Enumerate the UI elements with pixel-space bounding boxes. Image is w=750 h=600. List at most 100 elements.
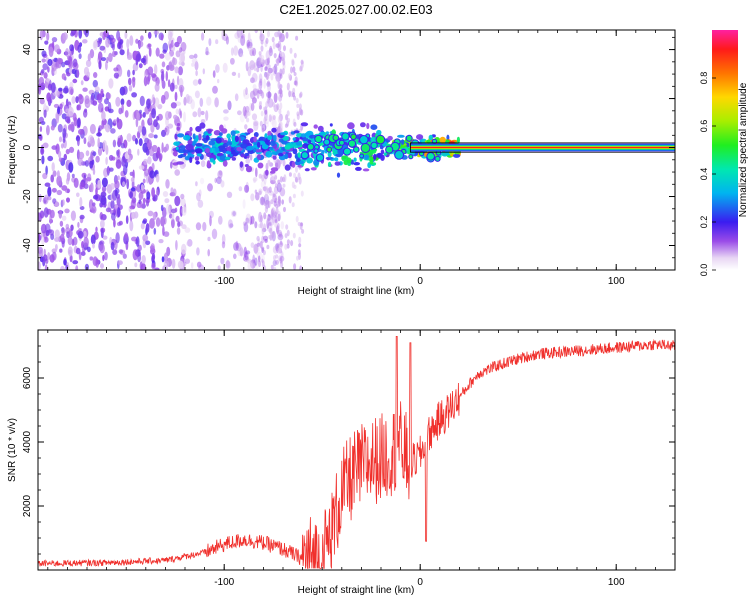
heatmap-cell [283, 174, 287, 183]
heatmap-cell [47, 66, 50, 73]
heatmap-cell [104, 251, 108, 261]
heatmap-cell [173, 114, 178, 120]
heatmap-cell [41, 58, 46, 63]
heatmap-cell [254, 221, 258, 229]
heatmap-cell [187, 239, 193, 247]
heatmap-cell [164, 127, 168, 133]
heatmap-cell [184, 258, 190, 264]
heatmap-cell [359, 153, 365, 159]
heatmap-cell [286, 243, 290, 249]
heatmap-cell [272, 41, 276, 50]
heatmap-cell [130, 177, 135, 183]
heatmap-cell [298, 103, 302, 110]
heatmap-cell [291, 58, 295, 64]
heatmap-cell [151, 187, 156, 198]
heatmap-cell [195, 143, 203, 147]
heatmap-cell [67, 246, 73, 257]
heatmap-cell [180, 193, 185, 200]
heatmap-cell [261, 260, 265, 268]
heatmap-cell [54, 229, 60, 239]
heatmap-cell [238, 186, 243, 192]
x-tick-label: 0 [417, 577, 423, 588]
heatmap-cell [218, 215, 223, 225]
heatmap-cell [373, 153, 377, 160]
heatmap-cell [72, 78, 78, 84]
heatmap-cell [170, 102, 177, 109]
x-tick-label: -100 [214, 276, 234, 287]
colorbar-ticks: 0.0 0.2 0.4 0.6 0.8 [699, 72, 716, 277]
heatmap-cell [82, 87, 88, 92]
heatmap-cell [46, 31, 50, 41]
heatmap-cell [259, 105, 262, 110]
heatmap-cell [298, 236, 302, 244]
heatmap-cell [59, 220, 64, 227]
heatmap-cell [180, 86, 183, 98]
heatmap-cell [254, 192, 260, 201]
heatmap-cell [274, 175, 278, 180]
heatmap-cell [246, 145, 254, 151]
heatmap-cell [212, 85, 218, 94]
heatmap-cell [126, 99, 132, 107]
heatmap-cell [38, 194, 42, 203]
heatmap-cell [225, 260, 231, 269]
heatmap-cell [231, 210, 237, 218]
heatmap-cell [43, 248, 46, 256]
heatmap-cell [300, 151, 309, 160]
heatmap-cell [370, 124, 378, 130]
heatmap-cell [228, 145, 232, 152]
heatmap-cell [275, 259, 279, 265]
heatmap-cell [171, 214, 175, 220]
heatmap-cell [92, 256, 98, 267]
heatmap-cell [286, 239, 290, 244]
heatmap-cell [307, 139, 312, 144]
heatmap-cell [295, 97, 299, 104]
heatmap-cell [269, 45, 273, 54]
heatmap-cell [198, 189, 202, 197]
heatmap-cell [282, 183, 286, 188]
heatmap-cell [264, 109, 268, 115]
heatmap-cell [295, 165, 298, 173]
heatmap-cell [108, 78, 114, 89]
heatmap-cell [158, 239, 164, 244]
heatmap-cell [230, 130, 236, 136]
heatmap-cell [266, 97, 270, 104]
heatmap-cell [192, 133, 196, 140]
heatmap-cell [153, 30, 159, 35]
heatmap-cell [273, 186, 279, 195]
heatmap-cell [68, 56, 73, 62]
heatmap-cell [54, 201, 59, 207]
heatmap-cell [273, 53, 277, 59]
heatmap-cell [270, 199, 274, 205]
heatmap-cell [273, 134, 277, 142]
heatmap-cell [219, 155, 227, 162]
heatmap-cell [247, 261, 253, 270]
heatmap-cell [267, 69, 271, 76]
colorbar-tick-label: 0.0 [699, 264, 709, 277]
heatmap-cell [272, 218, 276, 224]
heatmap-cell [162, 225, 165, 236]
heatmap-cell [272, 259, 277, 267]
heatmap-cell [355, 166, 362, 171]
heatmap-cell [111, 156, 116, 161]
heatmap-cell [76, 192, 80, 198]
heatmap-cell [284, 123, 288, 128]
heatmap-cell [179, 47, 183, 53]
spectrogram-x-ticks: -100 0 100 [47, 30, 676, 287]
heatmap-cell [84, 160, 90, 167]
heatmap-cell [260, 39, 264, 45]
heatmap-cell [212, 70, 216, 78]
heatmap-cell [259, 33, 265, 42]
heatmap-cell [51, 37, 58, 43]
heatmap-cell [217, 145, 226, 152]
heatmap-cell [81, 241, 84, 249]
heatmap-cell [242, 33, 246, 39]
heatmap-cell [287, 117, 291, 123]
heatmap-cell [263, 223, 266, 232]
heatmap-cell [61, 215, 67, 221]
heatmap-cell [153, 119, 158, 128]
heatmap-cell [271, 231, 275, 238]
heatmap-cell [72, 58, 78, 68]
heatmap-cell [267, 80, 270, 86]
heatmap-cell [131, 92, 138, 98]
heatmap-cell [265, 122, 269, 128]
